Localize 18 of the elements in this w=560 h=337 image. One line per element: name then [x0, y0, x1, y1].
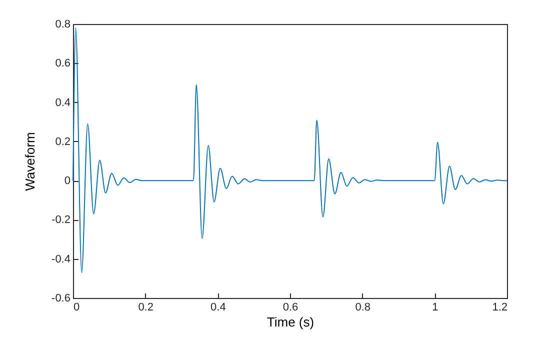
- x-tick-label: 0: [74, 302, 80, 314]
- y-tick-label: -0.2: [52, 214, 70, 226]
- x-tick-label: 1.2: [492, 302, 508, 314]
- y-tick-label: 0.6: [55, 58, 70, 70]
- y-axis-title: Waveform: [22, 132, 38, 191]
- x-axis-title: Time (s): [266, 314, 314, 330]
- x-tick-label: 1: [432, 302, 438, 314]
- y-tick-label: -0.4: [52, 253, 70, 266]
- y-tick-label: 0.4: [55, 96, 70, 109]
- x-tick-label: 0.4: [210, 302, 226, 314]
- line-series: [72, 27, 508, 274]
- y-tick-label: 0.8: [55, 18, 70, 30]
- x-tick-label: 0.2: [138, 302, 154, 314]
- y-tick-label: 0: [64, 175, 70, 188]
- x-tick-label: 0.6: [282, 302, 298, 314]
- x-tick-label: 0.8: [355, 302, 370, 314]
- y-tick-label: -0.6: [52, 292, 70, 304]
- y-tick-label: 0.2: [55, 136, 70, 148]
